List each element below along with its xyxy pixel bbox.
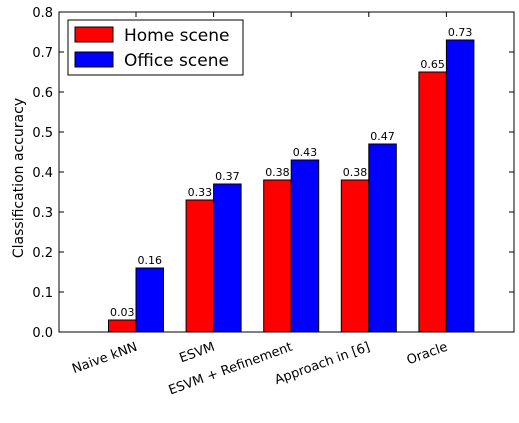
x-tick-label: Naive kNN [70,340,139,377]
bar-office [445,39,475,333]
bar-home [185,199,215,333]
bar-home [108,319,137,333]
data-label: 0.47 [370,130,395,143]
bar-office [368,143,397,333]
y-tick-label: 0.7 [32,46,53,61]
y-axis-label: Classification accuracy [11,98,27,258]
y-tick-label: 0.2 [32,246,53,261]
data-label: 0.65 [420,58,445,71]
data-label: 0.38 [265,166,290,179]
bar-home [263,179,292,333]
legend-swatch [74,26,114,43]
bar-home [340,179,370,333]
bar-office [135,267,164,333]
y-tick-label: 0.1 [32,286,53,301]
y-tick-label: 0.8 [32,6,53,21]
bar-home [418,71,447,333]
y-axis: 0.0 0.1 0.2 0.3 0.4 0.5 0.6 0.7 0.8 [32,6,514,341]
y-tick-label: 0.6 [32,86,53,101]
data-label: 0.33 [188,186,213,199]
x-tick-label: Oracle [405,340,450,369]
legend: Home scene Office scene [67,19,244,76]
legend-label: Home scene [124,26,230,46]
legend-label: Office scene [124,51,229,71]
data-label: 0.43 [293,146,318,159]
data-label: 0.37 [215,170,240,183]
data-label: 0.38 [343,166,368,179]
data-label: 0.03 [110,306,135,319]
y-tick-label: 0.3 [32,206,53,221]
y-tick-label: 0.5 [32,126,53,141]
legend-swatch [74,51,114,68]
data-label: 0.73 [448,26,473,39]
data-label: 0.16 [138,254,163,267]
y-tick-label: 0.0 [32,326,53,341]
x-tick-label: ESVM [177,340,217,367]
bars: 0.030.160.330.37 0.380.430.380.470.650.73 [108,26,475,333]
y-tick-label: 0.4 [32,166,53,181]
bar-office [213,183,242,333]
bar-office [290,159,320,333]
